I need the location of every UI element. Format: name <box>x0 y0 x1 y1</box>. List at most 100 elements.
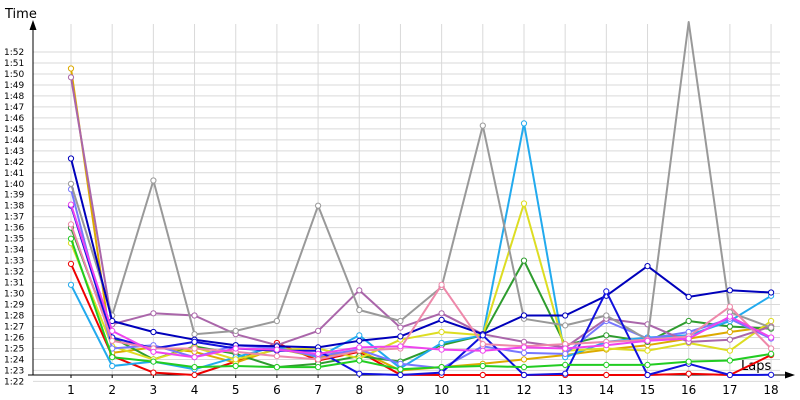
data-point <box>397 343 404 350</box>
series-line <box>70 224 772 361</box>
data-point <box>768 371 775 378</box>
data-point <box>726 287 734 294</box>
data-point <box>315 356 322 363</box>
x-axis-arrow <box>785 371 795 379</box>
y-tick-label: 1:39 <box>4 191 24 201</box>
data-point <box>603 332 610 339</box>
series-line <box>70 263 772 376</box>
data-point <box>397 371 404 379</box>
data-point <box>356 370 363 377</box>
data-point <box>644 371 651 379</box>
data-point <box>273 317 280 325</box>
series-line <box>70 238 772 371</box>
data-point <box>479 371 486 379</box>
x-tick-labels: 1 2 3 4 5 6 7 8 9 10 11 12 13 14 15 16 17 18 <box>67 383 779 397</box>
y-tick-label: 1:45 <box>4 125 24 135</box>
data-point <box>273 346 280 353</box>
data-point <box>562 361 569 368</box>
data-point <box>67 221 75 228</box>
data-point <box>67 155 75 162</box>
data-point <box>479 347 486 354</box>
data-point <box>109 327 116 334</box>
series-13 <box>67 235 775 373</box>
data-point <box>726 371 734 379</box>
y-tick-label: 1:38 <box>4 202 24 212</box>
data-point <box>315 350 322 357</box>
data-point <box>562 370 569 377</box>
data-point <box>356 332 363 339</box>
x-tick-label: 1 <box>67 383 75 397</box>
data-point <box>562 312 569 319</box>
y-axis-arrow <box>29 20 37 30</box>
y-tick-labels: 1:221:231:241:251:261:271:281:291:301:31… <box>4 48 24 387</box>
y-tick-label: 1:23 <box>4 366 24 376</box>
data-point <box>356 344 363 351</box>
data-point <box>685 293 692 300</box>
data-point <box>315 327 322 334</box>
y-tick-label: 1:42 <box>4 158 24 168</box>
series-4 <box>67 120 775 373</box>
data-point <box>603 312 610 319</box>
x-tick-label: 13 <box>558 383 573 397</box>
data-point <box>644 361 651 368</box>
x-tick-label: 3 <box>150 383 158 397</box>
y-tick-label: 1:47 <box>4 103 24 113</box>
series-layer <box>67 21 775 379</box>
data-point <box>685 335 692 342</box>
data-point <box>562 322 569 329</box>
data-point <box>397 317 404 325</box>
data-point <box>356 337 363 344</box>
data-point <box>562 350 569 357</box>
data-point <box>685 317 692 325</box>
data-point <box>520 120 528 127</box>
data-point <box>479 122 486 129</box>
data-point <box>768 317 775 325</box>
data-point <box>67 260 75 267</box>
x-tick-label: 5 <box>232 383 240 397</box>
series-line <box>70 21 772 341</box>
data-point <box>438 316 445 323</box>
data-point <box>726 336 734 343</box>
data-point <box>232 345 239 352</box>
x-tick-label: 4 <box>191 383 199 397</box>
data-point <box>191 345 198 352</box>
data-point <box>726 323 734 330</box>
data-point <box>603 361 610 368</box>
data-point <box>520 200 528 207</box>
data-point <box>232 362 239 370</box>
data-point <box>768 345 775 352</box>
y-tick-label: 1:43 <box>4 147 24 157</box>
data-point <box>191 354 198 361</box>
data-point <box>67 74 75 81</box>
x-tick-label: 15 <box>640 383 655 397</box>
data-point <box>150 310 157 317</box>
data-point <box>191 364 198 371</box>
data-point <box>644 263 651 270</box>
data-point <box>191 371 198 379</box>
data-point <box>768 334 775 341</box>
data-point <box>726 347 734 354</box>
y-tick-label: 1:37 <box>4 213 24 223</box>
data-point <box>315 202 322 209</box>
data-point <box>520 364 528 371</box>
data-point <box>438 364 445 371</box>
y-tick-label: 1:48 <box>4 92 24 102</box>
x-tick-label: 16 <box>681 383 696 397</box>
data-point <box>232 327 239 334</box>
y-tick-label: 1:40 <box>4 180 24 190</box>
y-tick-label: 1:24 <box>4 355 24 365</box>
series-line <box>70 68 772 372</box>
y-tick-label: 1:36 <box>4 224 24 234</box>
data-point <box>520 257 528 264</box>
data-point <box>603 288 610 295</box>
data-point <box>520 356 528 363</box>
data-point <box>150 177 157 184</box>
data-point <box>67 65 75 72</box>
series-line <box>70 158 772 349</box>
data-point <box>768 350 775 357</box>
series-line <box>70 204 772 359</box>
y-tick-label: 1:25 <box>4 344 24 354</box>
data-point <box>397 324 404 331</box>
data-point <box>109 337 116 344</box>
series-line <box>70 227 772 369</box>
